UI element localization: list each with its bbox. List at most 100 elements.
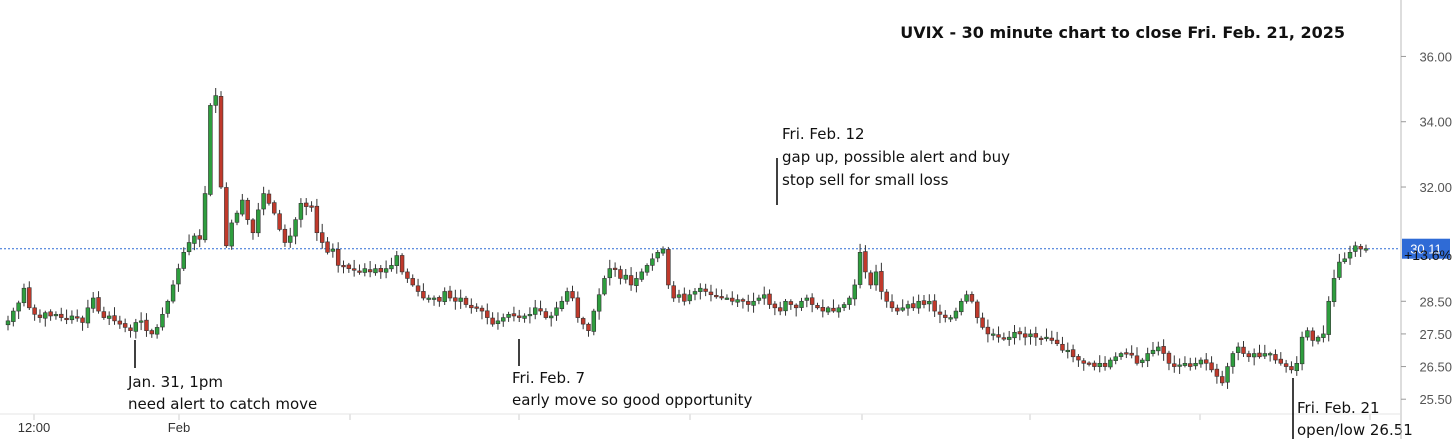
candle-body bbox=[666, 249, 671, 286]
candle-body bbox=[671, 285, 676, 299]
candle-body bbox=[740, 299, 746, 302]
candle-body bbox=[453, 297, 458, 302]
candle-body bbox=[692, 291, 698, 295]
candle-body bbox=[762, 294, 767, 299]
candle-body bbox=[815, 305, 820, 309]
candle-body bbox=[719, 296, 724, 299]
candle-body bbox=[538, 308, 543, 312]
candle-body bbox=[154, 327, 160, 335]
x-tick-label-1: Feb bbox=[168, 420, 190, 435]
candle-body bbox=[623, 274, 628, 280]
candle-body bbox=[229, 222, 234, 247]
candle-body bbox=[362, 268, 368, 273]
candle-body bbox=[937, 311, 943, 315]
candle-body bbox=[490, 317, 495, 325]
candle-body bbox=[96, 297, 101, 312]
candle-body bbox=[208, 105, 213, 195]
candle-body bbox=[1118, 353, 1124, 357]
candle-body bbox=[75, 316, 80, 319]
candle-body bbox=[421, 291, 426, 299]
candle-body bbox=[687, 294, 692, 302]
candle-body bbox=[1076, 356, 1081, 361]
candle-body bbox=[43, 312, 48, 319]
candle-body bbox=[836, 307, 841, 313]
candle-body bbox=[1267, 353, 1273, 356]
candle-body bbox=[698, 287, 703, 292]
candle-body bbox=[272, 202, 277, 214]
candle-body bbox=[596, 294, 602, 312]
candle-body bbox=[1017, 331, 1023, 335]
candle-body bbox=[69, 315, 75, 321]
candle-body bbox=[911, 303, 916, 309]
candle-body bbox=[777, 307, 783, 312]
y-tick-label: 34.00 bbox=[1419, 115, 1452, 130]
candle-body bbox=[1214, 368, 1220, 377]
candle-body bbox=[245, 199, 250, 220]
candle-body bbox=[122, 323, 128, 328]
candle-body bbox=[852, 284, 857, 300]
candle-body bbox=[564, 291, 570, 302]
candle-body bbox=[437, 297, 442, 302]
last-price-label: 30.11 bbox=[1410, 242, 1442, 257]
candle-body bbox=[772, 303, 778, 309]
change-label: +13.6% bbox=[1404, 247, 1452, 263]
candle-body bbox=[1166, 352, 1172, 364]
candle-body bbox=[256, 209, 261, 234]
candle-body bbox=[474, 306, 479, 309]
candle-body bbox=[825, 307, 831, 313]
candle-body bbox=[1081, 360, 1086, 364]
candle-body bbox=[756, 297, 762, 301]
candle-body bbox=[415, 285, 421, 292]
candle-body bbox=[224, 187, 229, 247]
candle-body bbox=[676, 294, 682, 298]
candle-body bbox=[378, 268, 384, 273]
candle-body bbox=[708, 291, 714, 296]
candle-body bbox=[889, 301, 895, 309]
candle-body bbox=[293, 219, 298, 237]
candle-body bbox=[905, 304, 911, 309]
candle-body bbox=[703, 288, 708, 292]
candle-body bbox=[767, 293, 772, 305]
candle-body bbox=[37, 314, 43, 318]
candle-body bbox=[975, 301, 980, 318]
candle-body bbox=[586, 323, 591, 331]
candle-body bbox=[160, 314, 165, 328]
candle-body bbox=[1326, 300, 1331, 335]
candle-body bbox=[394, 255, 399, 266]
candle-body bbox=[1310, 330, 1315, 341]
candle-body bbox=[1251, 353, 1257, 358]
candle-body bbox=[1225, 366, 1230, 383]
candle-body bbox=[921, 300, 927, 305]
candle-body bbox=[682, 293, 687, 302]
candle-body bbox=[1049, 337, 1055, 341]
candle-body bbox=[463, 297, 469, 305]
candle-body bbox=[959, 300, 964, 313]
candle-body bbox=[1060, 343, 1065, 351]
candle-body bbox=[927, 300, 932, 305]
candle-body bbox=[916, 300, 921, 309]
x-tick-label-0: 12:00 bbox=[18, 420, 51, 435]
candle-body bbox=[112, 315, 117, 322]
candle-body bbox=[548, 315, 554, 319]
y-tick-label: 32.00 bbox=[1419, 180, 1452, 195]
candle-body bbox=[639, 271, 644, 280]
candle-body bbox=[1353, 245, 1358, 252]
candle-body bbox=[1092, 362, 1097, 367]
annotation-feb12-line3: stop sell for small loss bbox=[782, 171, 949, 189]
candle-body bbox=[990, 333, 996, 336]
candle-body bbox=[1022, 333, 1028, 338]
candle-body bbox=[351, 268, 357, 271]
candle-body bbox=[250, 219, 256, 234]
annotation-feb21-line1: Fri. Feb. 21 bbox=[1297, 399, 1380, 417]
candle-body bbox=[788, 301, 794, 305]
candle-body bbox=[618, 269, 623, 279]
candle-body bbox=[1001, 337, 1007, 340]
candle-body bbox=[873, 271, 879, 286]
candle-body bbox=[943, 314, 948, 318]
candle-body bbox=[405, 271, 410, 279]
candle-body bbox=[1054, 339, 1060, 345]
candle-body bbox=[186, 242, 192, 253]
candle-body bbox=[1347, 252, 1353, 259]
candle-body bbox=[602, 278, 607, 295]
y-tick-label: 27.50 bbox=[1419, 327, 1452, 342]
